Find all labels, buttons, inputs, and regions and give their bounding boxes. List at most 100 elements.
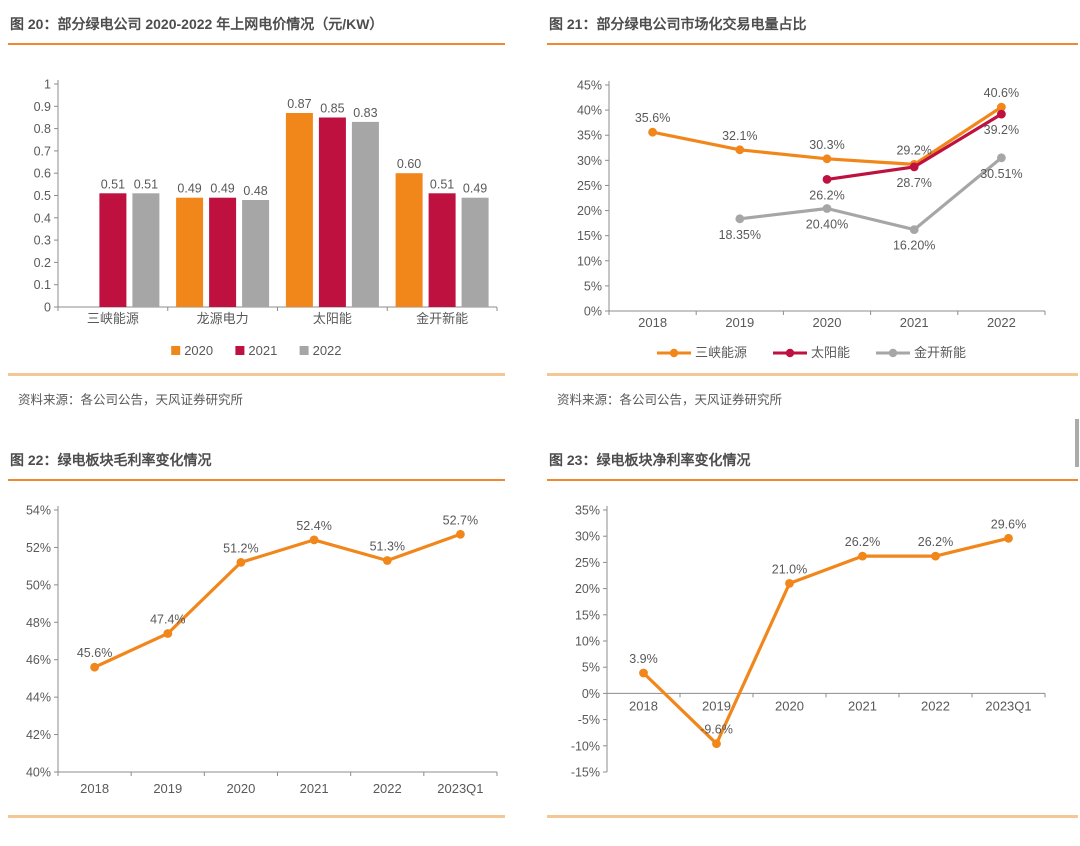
svg-text:0.8: 0.8 [34,122,51,136]
svg-text:0.7: 0.7 [34,144,51,158]
scrollbar-thumb[interactable] [1075,419,1079,467]
svg-text:2020: 2020 [813,315,842,330]
svg-text:30%: 30% [575,530,600,544]
legend: 2020 2021 2022 [171,343,342,358]
figure-bottom-border [547,815,1078,818]
svg-text:太阳能: 太阳能 [313,311,352,326]
y-axis: 0% 5% 10% 15% 20% 25% 30% 35% 40% 45% [577,79,610,319]
svg-text:44%: 44% [26,691,51,705]
svg-text:-9.6%: -9.6% [700,723,733,737]
line-series-1: 26.2% 28.7% 39.2% [809,109,1019,202]
figure-panel-21: 图 21：部分绿电公司市场化交易电量占比 0% 5% 10% 15% 20% 25% 30%… [547,8,1078,408]
svg-text:三峡能源: 三峡能源 [87,311,139,326]
svg-text:0.49: 0.49 [177,182,201,196]
svg-text:太阳能: 太阳能 [811,345,850,360]
svg-text:0.3: 0.3 [34,234,51,248]
svg-text:0.9: 0.9 [34,100,51,114]
svg-text:20.40%: 20.40% [806,218,848,232]
svg-text:20%: 20% [577,204,602,218]
svg-text:46%: 46% [26,653,51,667]
svg-text:3.9%: 3.9% [629,652,658,666]
svg-text:2023Q1: 2023Q1 [985,698,1031,713]
x-axis: 2018 2019 2020 2021 2022 2023Q1 [57,771,498,796]
svg-text:10%: 10% [577,254,602,268]
svg-text:金开新能: 金开新能 [416,311,468,326]
line-series-0: 35.6% 32.1% 30.3% 29.2% 40.6% [635,86,1019,169]
svg-text:-10%: -10% [571,739,600,753]
svg-text:0.5: 0.5 [34,189,51,203]
svg-text:51.2%: 51.2% [223,541,258,555]
svg-text:0.1: 0.1 [34,278,51,292]
svg-text:42%: 42% [26,728,51,742]
svg-text:0: 0 [44,301,51,315]
figure-grid: 图 20：部分绿电公司 2020-2022 年上网电价情况（元/KW） 0 0.1… [8,8,1078,818]
svg-text:0.4: 0.4 [34,211,51,225]
source-note: 资料来源：各公司公告，天风证券研究所 [557,393,783,407]
y-axis: 0 0.1 0.2 0.3 0.4 0.5 0.6 0.7 0.8 0.9 1 [34,78,59,315]
market-trading-line-chart: 0% 5% 10% 15% 20% 25% 30% 35% 40% 45% 2018 2019 2020… [577,79,1046,360]
svg-text:2020: 2020 [226,781,255,796]
x-axis: 三峡能源 龙源电力 太阳能 金开新能 [57,306,498,326]
svg-text:5%: 5% [582,661,600,675]
svg-text:30.51%: 30.51% [980,167,1022,181]
svg-text:0%: 0% [584,305,602,319]
svg-text:0.49: 0.49 [210,182,234,196]
figure-22-title: 图 22：绿电板块毛利率变化情况 [8,444,505,481]
svg-text:龙源电力: 龙源电力 [197,311,249,326]
bar-series-2022: 0.51 0.48 0.83 0.49 [132,106,489,308]
svg-text:0%: 0% [582,687,600,701]
svg-text:54%: 54% [26,504,51,518]
svg-text:2022: 2022 [313,343,342,358]
svg-text:48%: 48% [26,616,51,630]
figure-20-title: 图 20：部分绿电公司 2020-2022 年上网电价情况（元/KW） [8,8,505,45]
figure-bottom-border [8,815,505,818]
svg-text:三峡能源: 三峡能源 [695,345,747,360]
svg-text:30%: 30% [577,154,602,168]
bar-series-2020: 0.49 0.87 0.60 [176,97,423,307]
line-series-0: 3.9% -9.6% 21.0% 26.2% 26.2% 29.6% [629,517,1026,749]
svg-text:20%: 20% [575,582,600,596]
svg-text:2019: 2019 [702,698,731,713]
svg-text:0.85: 0.85 [320,102,344,116]
svg-text:0.51: 0.51 [430,177,454,191]
svg-text:0.51: 0.51 [101,177,125,191]
figure-bottom-border [547,373,1078,376]
svg-text:52%: 52% [26,541,51,555]
svg-text:2022: 2022 [987,315,1016,330]
svg-text:35%: 35% [577,129,602,143]
svg-text:52.4%: 52.4% [296,519,331,533]
svg-text:16.20%: 16.20% [893,239,935,253]
svg-text:0.49: 0.49 [463,182,487,196]
svg-text:0.6: 0.6 [34,167,51,181]
figure-panel-23: 图 23：绿电板块净利率变化情况 -15% -10% -5% 0% 5% 10% 15% 20… [547,444,1078,818]
gross-margin-line-chart: 40% 42% 44% 46% 48% 50% 52% 54% 2018 2019 2020 2021… [26,504,498,796]
svg-text:2021: 2021 [848,698,877,713]
y-axis: -15% -10% -5% 0% 5% 10% 15% 20% 25% 30% 35% [571,504,608,780]
x-axis: 2018 2019 2020 2021 2022 2023Q1 [606,692,1046,713]
svg-text:28.7%: 28.7% [896,176,931,190]
svg-text:39.2%: 39.2% [984,123,1019,137]
svg-text:2021: 2021 [300,781,329,796]
svg-text:30.3%: 30.3% [809,138,844,152]
source-note: 资料来源：各公司公告，天风证券研究所 [18,393,244,407]
svg-text:47.4%: 47.4% [150,613,185,627]
svg-text:51.3%: 51.3% [370,540,405,554]
svg-text:15%: 15% [577,229,602,243]
svg-text:50%: 50% [26,578,51,592]
svg-text:0.87: 0.87 [287,97,311,111]
svg-text:29.2%: 29.2% [896,143,931,157]
svg-text:1: 1 [44,78,51,92]
svg-text:0.60: 0.60 [397,157,421,171]
svg-text:26.2%: 26.2% [809,188,844,202]
svg-text:40%: 40% [577,104,602,118]
svg-text:40%: 40% [26,766,51,780]
svg-text:2021: 2021 [900,315,929,330]
svg-text:0.83: 0.83 [353,106,377,120]
svg-text:25%: 25% [577,179,602,193]
figure-panel-22: 图 22：绿电板块毛利率变化情况 40% 42% 44% 46% 48% 50% 52% 54… [8,444,505,818]
legend: 三峡能源 太阳能 金开新能 [657,345,966,360]
x-axis: 2018 2019 2020 2021 2022 [608,310,1046,330]
svg-text:-5%: -5% [578,713,600,727]
svg-text:52.7%: 52.7% [443,513,478,527]
svg-text:2019: 2019 [153,781,182,796]
